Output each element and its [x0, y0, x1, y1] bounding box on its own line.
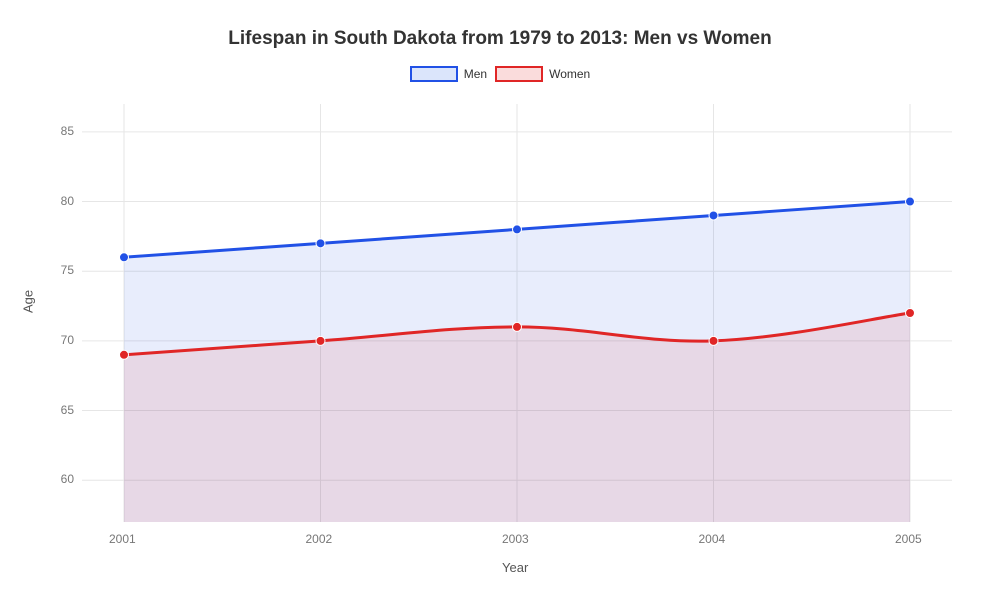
data-point-men[interactable]	[709, 211, 718, 220]
legend-item-women[interactable]: Women	[495, 66, 590, 82]
data-point-women[interactable]	[906, 309, 915, 318]
y-tick-label: 65	[61, 403, 74, 417]
y-tick-label: 70	[61, 333, 74, 347]
data-point-women[interactable]	[316, 336, 325, 345]
x-tick-label: 2002	[306, 532, 333, 546]
plot-area	[82, 104, 952, 522]
data-point-men[interactable]	[513, 225, 522, 234]
data-point-women[interactable]	[709, 336, 718, 345]
y-tick-label: 80	[61, 194, 74, 208]
y-axis-label: Age	[21, 290, 36, 313]
y-tick-label: 85	[61, 124, 74, 138]
data-point-women[interactable]	[513, 322, 522, 331]
legend-item-men[interactable]: Men	[410, 66, 487, 82]
chart-legend: Men Women	[0, 66, 1000, 82]
data-point-men[interactable]	[316, 239, 325, 248]
x-tick-label: 2003	[502, 532, 529, 546]
x-tick-label: 2004	[699, 532, 726, 546]
y-tick-label: 75	[61, 263, 74, 277]
chart-container: Lifespan in South Dakota from 1979 to 20…	[0, 0, 1000, 600]
data-point-women[interactable]	[120, 350, 129, 359]
x-tick-label: 2001	[109, 532, 136, 546]
plot-svg	[82, 104, 952, 522]
legend-swatch	[410, 66, 458, 82]
data-point-men[interactable]	[120, 253, 129, 262]
data-point-men[interactable]	[906, 197, 915, 206]
legend-swatch	[495, 66, 543, 82]
chart-title: Lifespan in South Dakota from 1979 to 20…	[0, 28, 1000, 50]
x-axis-label: Year	[502, 560, 528, 575]
legend-label: Women	[549, 67, 590, 81]
x-tick-label: 2005	[895, 532, 922, 546]
legend-label: Men	[464, 67, 487, 81]
y-tick-label: 60	[61, 472, 74, 486]
